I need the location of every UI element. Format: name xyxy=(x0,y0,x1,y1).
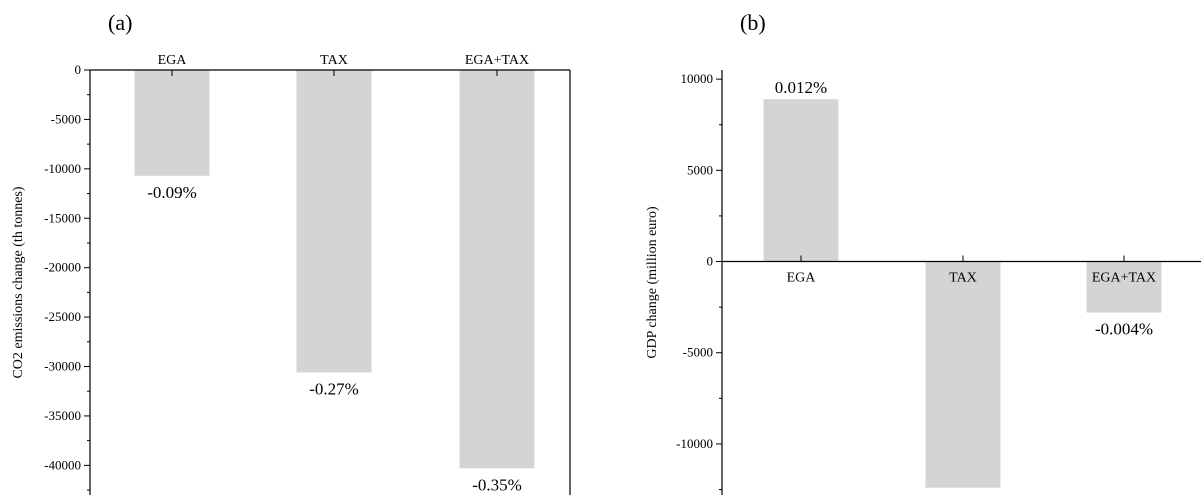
y-tick-label: -5000 xyxy=(51,111,81,126)
y-tick-label: -10000 xyxy=(44,161,81,176)
y-tick-label: 10000 xyxy=(681,71,714,86)
chart-panel-a: (a) -0.09% -0.27% -0.35% EGA TAX EGA+TAX 0 -5000… xyxy=(11,10,570,495)
data-label: 0.012% xyxy=(775,78,827,97)
y-tick-label: 0 xyxy=(707,254,714,269)
y-tick-label: -15000 xyxy=(44,210,81,225)
data-label: -0.27% xyxy=(309,379,359,398)
y-tick-label: -25000 xyxy=(44,309,81,324)
data-label: -0.09% xyxy=(147,183,197,202)
y-tick-label: -40000 xyxy=(44,457,81,472)
bar-ega xyxy=(764,99,839,261)
y-tick-label: -30000 xyxy=(44,359,81,374)
y-tick-label: -5000 xyxy=(683,345,713,360)
bar-ega-plus-tax xyxy=(460,70,535,468)
y-axis-label: GDP change (million euro) xyxy=(645,206,660,359)
data-label: -0.35% xyxy=(472,475,522,494)
y-tick-label: -20000 xyxy=(44,260,81,275)
y-axis-label: CO2 emissions change (th tonnes) xyxy=(11,186,26,378)
y-tick-label: 0 xyxy=(75,62,82,77)
x-tick-label: TAX xyxy=(320,53,348,68)
bar-tax xyxy=(297,70,372,372)
data-label: -0.004% xyxy=(1095,320,1153,339)
y-tick-label: 5000 xyxy=(687,162,713,177)
bar-ega-plus-tax xyxy=(1087,262,1162,313)
x-tick-label: EGA xyxy=(158,53,188,68)
y-tick-label: -35000 xyxy=(44,408,81,423)
bar-tax xyxy=(926,262,1001,488)
x-tick-label: TAX xyxy=(949,271,977,286)
x-tick-label: EGA+TAX xyxy=(1092,271,1156,286)
bar-ega xyxy=(135,70,210,176)
chart-panel-b: (b)0.012%-0.016%-0.004%EGATAXEGA+TAX1000… xyxy=(645,10,1201,495)
y-tick-label: -10000 xyxy=(676,436,713,451)
x-tick-label: EGA xyxy=(787,271,817,286)
panel-label: (a) xyxy=(108,10,132,35)
panel-label: (b) xyxy=(740,10,766,35)
x-tick-label: EGA+TAX xyxy=(465,53,529,68)
